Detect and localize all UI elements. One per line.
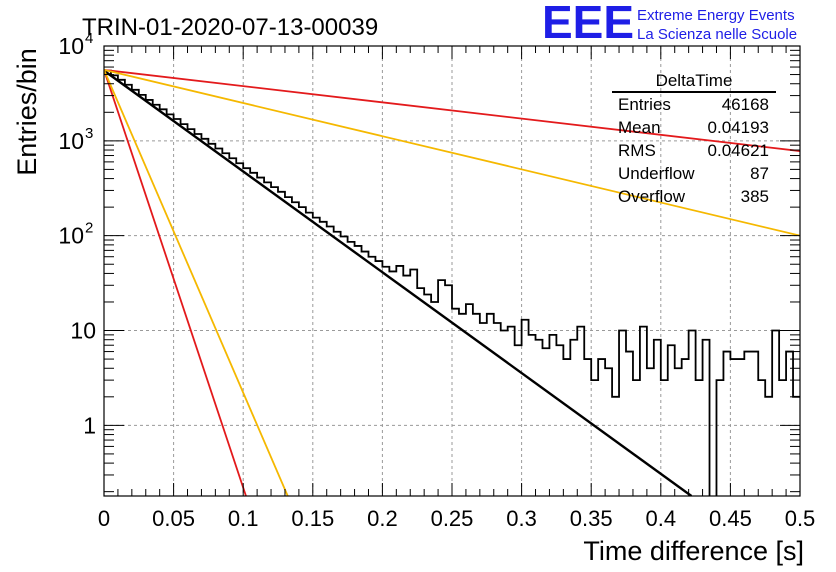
y-tick-exponent: 4 <box>85 30 93 47</box>
x-tick-label: 0.25 <box>431 506 474 531</box>
stats-label: RMS <box>618 141 656 160</box>
x-axis-title: Time difference [s] <box>583 536 804 566</box>
axes: 0 0.05 0.1 0.15 0.2 0.25 0.3 0.35 0.4 0.45 0.5 1 10 1… <box>58 30 815 531</box>
y-tick-label: 10 <box>58 128 84 154</box>
stats-label: Entries <box>618 95 671 114</box>
x-tick-label: 0.3 <box>506 506 537 531</box>
x-tick-label: 0.4 <box>646 506 677 531</box>
stats-value: 0.04193 <box>708 118 769 137</box>
stats-value: 46168 <box>722 95 769 114</box>
x-tick-label: 0.5 <box>785 506 816 531</box>
grid-lines <box>104 46 800 496</box>
fit-line <box>104 69 247 496</box>
y-tick-exponent: 2 <box>85 220 93 237</box>
x-tick-label: 0.45 <box>709 506 752 531</box>
stats-title: DeltaTime <box>656 71 733 90</box>
y-axis-title: Entries/bin <box>12 48 42 176</box>
y-tick-label: 10 <box>70 318 96 344</box>
fit-line <box>104 69 693 496</box>
logo-subtitle-line2: La Scienza nelle Scuole <box>637 26 797 43</box>
y-tick-label: 10 <box>58 33 84 59</box>
x-tick-label: 0.35 <box>570 506 613 531</box>
plot-data <box>104 68 800 496</box>
y-tick-label: 1 <box>83 412 96 438</box>
x-tick-label: 0.05 <box>152 506 195 531</box>
stats-label: Mean <box>618 118 661 137</box>
y-tick-label: 10 <box>58 223 84 249</box>
fit-line <box>104 69 800 237</box>
fit-line <box>104 68 800 152</box>
x-tick-label: 0.15 <box>291 506 334 531</box>
stats-value: 87 <box>750 164 769 183</box>
run-title: TRIN-01-2020-07-13-00039 <box>82 14 378 41</box>
histogram-series <box>104 69 800 496</box>
logo-subtitle-line1: Extreme Energy Events <box>637 7 795 24</box>
x-tick-label: 0 <box>98 506 110 531</box>
stats-value: 0.04621 <box>708 141 769 160</box>
fit-line <box>104 69 289 496</box>
stats-box: DeltaTime Entries 46168 Mean 0.04193 RMS… <box>612 71 776 206</box>
stats-value: 385 <box>741 187 769 206</box>
stats-label: Underflow <box>618 164 695 183</box>
x-tick-label: 0.2 <box>367 506 398 531</box>
x-tick-label: 0.1 <box>228 506 259 531</box>
eee-logo: EEE <box>542 0 634 48</box>
y-tick-exponent: 3 <box>85 125 93 142</box>
stats-label: Overflow <box>618 187 686 206</box>
